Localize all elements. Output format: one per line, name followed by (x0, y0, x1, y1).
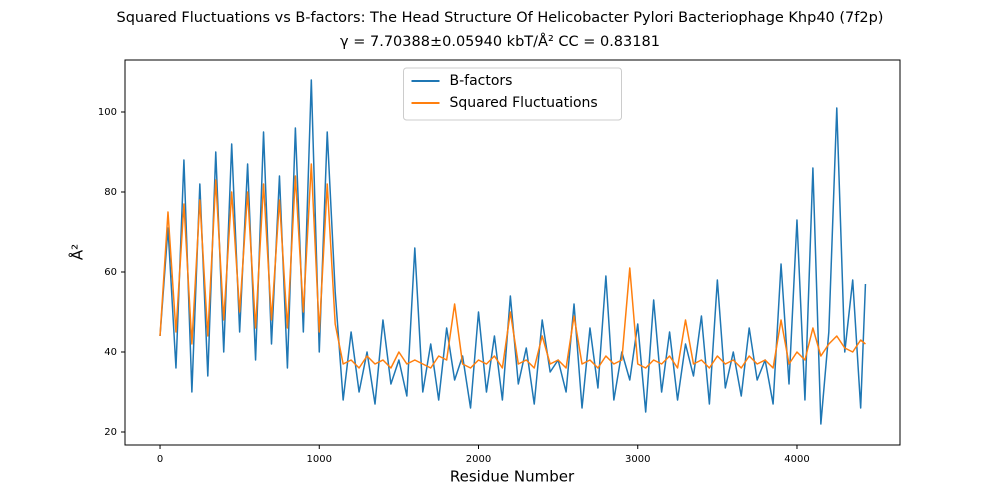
x-tick-label: 0 (157, 454, 163, 465)
line-series (159, 163, 866, 369)
x-tick-label: 4000 (784, 454, 809, 465)
legend-label: Squared Fluctuations (450, 95, 598, 111)
chart-title: Squared Fluctuations vs B-factors: The H… (117, 10, 884, 26)
y-tick-label: 20 (104, 427, 117, 438)
y-tick-label: 80 (104, 187, 117, 198)
x-tick-label: 1000 (307, 454, 332, 465)
y-tick-label: 60 (104, 267, 117, 278)
y-axis-label: Å² (68, 244, 87, 260)
legend-box (403, 67, 622, 121)
legend: B-factors Squared Fluctuations (403, 67, 622, 121)
plot-frame (124, 59, 901, 446)
chart-subtitle: γ = 7.70388±0.05940 kbT/Å² CC = 0.83181 (340, 33, 660, 50)
x-axis-label: Residue Number (450, 468, 575, 486)
x-tick-label: 2000 (466, 454, 491, 465)
legend-label: B-factors (450, 73, 513, 89)
y-tick-label: 40 (104, 347, 117, 358)
x-tick-label: 3000 (625, 454, 650, 465)
y-tick-label: 100 (98, 107, 117, 118)
line-series (159, 79, 867, 425)
